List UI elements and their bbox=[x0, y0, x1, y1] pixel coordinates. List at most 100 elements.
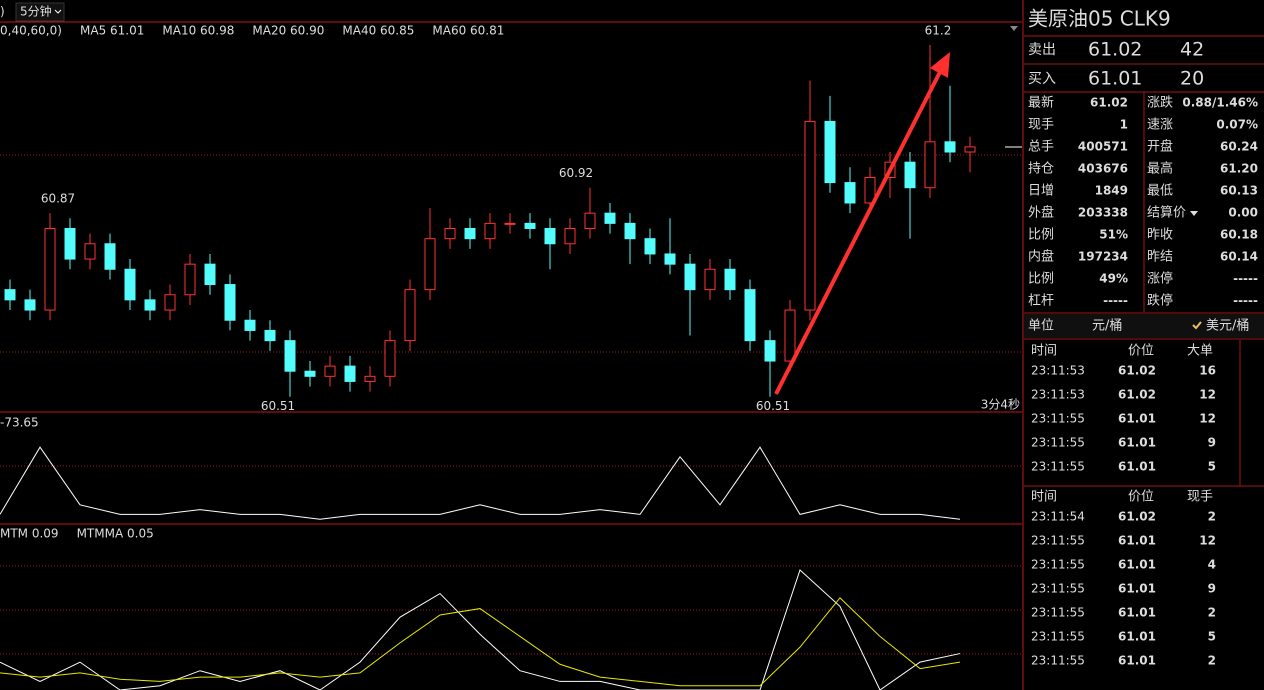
candle-body bbox=[224, 284, 236, 321]
cell-price: 61.01 bbox=[1118, 436, 1156, 450]
cell-qty: 9 bbox=[1208, 582, 1216, 596]
ma-legend: MA10 60.98 bbox=[162, 24, 234, 38]
cell-qty: 9 bbox=[1208, 436, 1216, 450]
check bbox=[1192, 321, 1202, 330]
chevron bbox=[54, 9, 62, 14]
stat-label: 速涨 bbox=[1147, 118, 1173, 133]
candle-body bbox=[664, 253, 676, 265]
candle-body bbox=[744, 289, 756, 342]
cell-qty: 4 bbox=[1208, 558, 1216, 572]
stat-value: 403676 bbox=[1078, 162, 1128, 176]
indicator-line bbox=[0, 569, 961, 690]
stat-label: 外盘 bbox=[1028, 205, 1054, 221]
side-label: 卖出 bbox=[1028, 42, 1056, 58]
unit-option[interactable]: 美元/桶 bbox=[1206, 319, 1249, 334]
marker bbox=[1010, 26, 1018, 31]
stat-value: 61.20 bbox=[1220, 162, 1258, 176]
table-header: 时间 bbox=[1031, 490, 1057, 505]
unit-option[interactable]: 元/桶 bbox=[1092, 319, 1122, 334]
stat-label: 结算价 bbox=[1147, 206, 1186, 221]
candle-body bbox=[644, 238, 656, 255]
cell-price: 61.02 bbox=[1118, 388, 1156, 402]
timer: 3分4秒 bbox=[981, 398, 1020, 412]
cell-qty: 5 bbox=[1208, 460, 1216, 474]
candle-body bbox=[124, 268, 136, 301]
ma-legend: MA40 60.85 bbox=[342, 24, 414, 38]
cell-time: 23:11:55 bbox=[1031, 606, 1085, 620]
candle-body bbox=[604, 212, 616, 224]
stat-value: ----- bbox=[1103, 294, 1128, 308]
candle-body bbox=[724, 268, 736, 291]
candle-body bbox=[84, 243, 96, 260]
stat-value: 60.14 bbox=[1220, 250, 1258, 264]
stat-label: 开盘 bbox=[1147, 139, 1173, 155]
cell-time: 23:11:55 bbox=[1031, 534, 1085, 548]
candle-body bbox=[804, 120, 816, 311]
stat-label: 日增 bbox=[1028, 184, 1054, 199]
stat-value: 0.07% bbox=[1216, 118, 1258, 132]
cell-time: 23:11:53 bbox=[1031, 364, 1085, 378]
candle-body bbox=[4, 289, 16, 301]
candle-body bbox=[764, 340, 776, 362]
cell-time: 23:11:53 bbox=[1031, 388, 1085, 402]
candle-body bbox=[444, 227, 456, 240]
candle-body bbox=[844, 182, 856, 204]
cell-time: 23:11:55 bbox=[1031, 412, 1085, 426]
price-annotation: 60.87 bbox=[41, 192, 75, 206]
instrument-title: 美原油05 CLK9 bbox=[1028, 7, 1171, 31]
cell-time: 23:11:55 bbox=[1031, 558, 1085, 572]
stat-label: 最新 bbox=[1028, 95, 1054, 111]
cell-price: 61.01 bbox=[1118, 558, 1156, 572]
indicator-label: -73.65 bbox=[0, 416, 39, 430]
candle-body bbox=[564, 227, 576, 245]
cell-time: 23:11:55 bbox=[1031, 460, 1085, 474]
candle-body bbox=[424, 238, 436, 291]
cell-price: 61.02 bbox=[1118, 364, 1156, 378]
stat-value: ----- bbox=[1233, 294, 1258, 308]
stat-label: 涨停 bbox=[1147, 271, 1173, 287]
cell-price: 61.01 bbox=[1118, 630, 1156, 644]
stat-label: 总手 bbox=[1028, 140, 1054, 155]
cell-time: 23:11:54 bbox=[1031, 510, 1085, 524]
cell-qty: 12 bbox=[1199, 388, 1216, 402]
indicator-line bbox=[0, 446, 961, 520]
ma-legend: MA60 60.81 bbox=[432, 24, 504, 38]
candle-body bbox=[324, 365, 336, 377]
arrow-shaft bbox=[774, 69, 943, 395]
cell-qty: 16 bbox=[1199, 364, 1216, 378]
cell-time: 23:11:55 bbox=[1031, 436, 1085, 450]
candle-body bbox=[704, 268, 716, 291]
unit-label: 单位 bbox=[1028, 319, 1054, 334]
dropdown[interactable] bbox=[1190, 211, 1198, 216]
candle-body bbox=[944, 141, 956, 153]
stat-value: 203338 bbox=[1078, 206, 1128, 220]
price-annotation: 60.51 bbox=[261, 399, 295, 413]
candle-body bbox=[624, 222, 636, 240]
cell-price: 61.01 bbox=[1118, 534, 1156, 548]
side-qty: 20 bbox=[1180, 68, 1204, 90]
candle-body bbox=[384, 340, 396, 377]
cell-time: 23:11:55 bbox=[1031, 630, 1085, 644]
stat-value: 60.13 bbox=[1220, 184, 1258, 198]
indicator-line bbox=[0, 597, 961, 687]
stat-label: 跌停 bbox=[1147, 293, 1173, 309]
price-annotation: 61.2 bbox=[925, 23, 952, 37]
cell-time: 23:11:55 bbox=[1031, 654, 1085, 668]
candle-body bbox=[404, 289, 416, 342]
stat-label: 比例 bbox=[1028, 228, 1054, 243]
stat-value: ----- bbox=[1233, 272, 1258, 286]
stat-value: 197234 bbox=[1078, 250, 1128, 264]
stat-value: 49% bbox=[1099, 272, 1128, 286]
table-header: 现手 bbox=[1187, 490, 1213, 505]
candle-body bbox=[164, 294, 176, 311]
period-button[interactable] bbox=[15, 2, 65, 22]
price-annotation: 60.92 bbox=[559, 166, 593, 180]
cell-price: 61.02 bbox=[1118, 510, 1156, 524]
candle-body bbox=[44, 227, 56, 311]
stat-value: 400571 bbox=[1078, 140, 1128, 154]
period[interactable]: 5分钟 bbox=[20, 4, 52, 19]
stat-label: 现手 bbox=[1028, 118, 1054, 133]
table-header: 价位 bbox=[1128, 490, 1154, 505]
cell-qty: 2 bbox=[1208, 606, 1216, 620]
